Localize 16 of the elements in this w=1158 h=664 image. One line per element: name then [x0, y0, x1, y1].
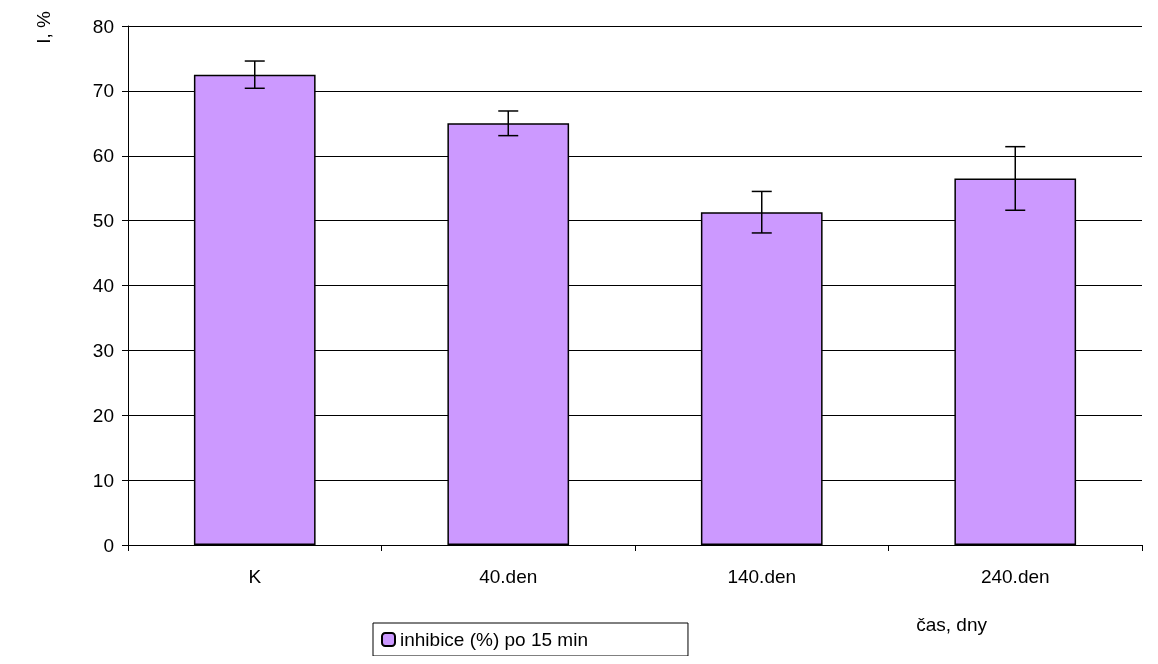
x-tick-label: K — [248, 566, 262, 587]
y-tick-label: 40 — [92, 275, 114, 296]
y-tick-label: 50 — [92, 210, 114, 232]
y-tick-label: 30 — [92, 339, 114, 361]
y-axis-title: I, % — [33, 10, 54, 44]
legend-label: inhibice (%) po 15 min — [400, 629, 588, 650]
y-tick-label: 20 — [92, 404, 114, 426]
x-tick-label: 240.den — [980, 566, 1050, 587]
y-tick-label: 0 — [103, 534, 114, 556]
x-axis-title: čas, dny — [916, 614, 988, 635]
y-tick-label: 70 — [92, 80, 114, 102]
y-tick-label: 60 — [92, 145, 114, 167]
x-tick-label: 140.den — [727, 566, 797, 587]
y-tick-label: 80 — [92, 15, 114, 37]
x-tick-label: 40.den — [479, 566, 538, 587]
y-tick-label: 10 — [92, 469, 114, 491]
